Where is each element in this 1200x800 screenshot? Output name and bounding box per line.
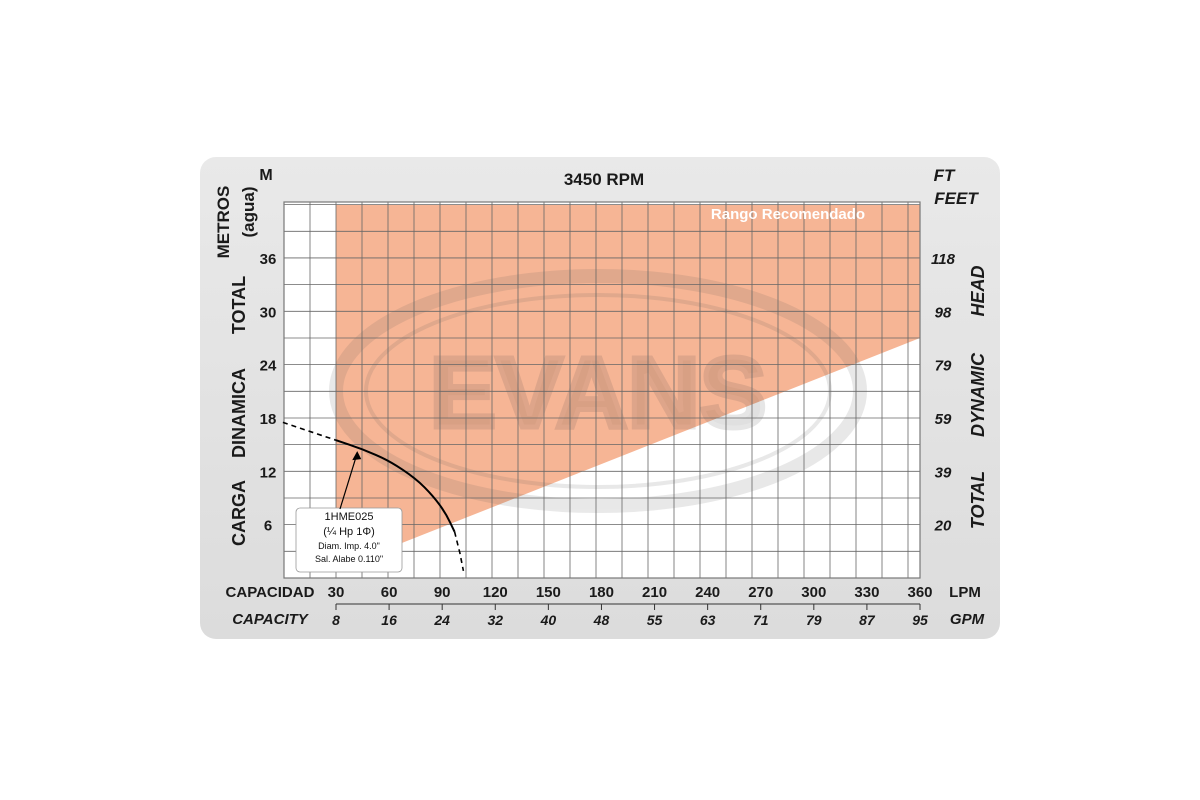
chart-title: 3450 RPM [564,170,644,189]
x-tick-label-lpm: 210 [642,584,667,601]
x-tick-label-lpm: 240 [695,584,720,601]
x-tick-label-lpm: 270 [748,584,773,601]
curve-operating-range [335,439,456,533]
x-tick-label-gpm: 87 [859,612,876,628]
right-axis-title: DYNAMIC [968,352,988,437]
x-tick-label-gpm: 63 [700,612,716,628]
left-axis-unit: METROS [214,186,233,259]
x-tick-label-lpm: 30 [328,584,345,601]
x-tick-label-gpm: 55 [647,612,663,628]
grid-lines [284,202,920,578]
y-tick-label-ft: 79 [935,358,952,375]
x-tick-label-lpm: 120 [483,584,508,601]
watermark-text: EVANS [429,337,766,449]
y-tick-label-ft: 118 [931,251,956,268]
y-tick-label-m: 18 [260,411,277,428]
x-tick-label-gpm: 24 [433,612,450,628]
annotation-arrowhead [352,451,362,461]
x-tick-label-gpm: 48 [593,612,610,628]
evans-logo-watermark: EVANS [329,269,867,513]
y-tick-label-m: 30 [260,304,277,321]
y-tick-label-ft: 98 [935,304,952,321]
annotation-line: 1HME025 [325,511,374,523]
annotation-box [295,507,403,573]
right-axis-title: TOTAL [968,471,988,529]
curve-extrapolation-left [282,421,337,441]
annotation-line: Diam. Imp. 4.0" [318,541,380,551]
x-tick-label-gpm: 32 [487,612,503,628]
x-tick-label-gpm: 8 [332,612,340,628]
x-tick-label-gpm: 95 [912,612,928,628]
x-tick-label-lpm: 180 [589,584,614,601]
x-tick-label-gpm: 16 [381,612,397,628]
y-tick-label-m: 36 [260,251,277,268]
chart-labels: Rango Recomendado 3450 RPM M FT FEET METROS (a… [214,166,988,628]
annotation-line: (¼ Hp 1Φ) [323,526,375,538]
x-tick-label-lpm: 90 [434,584,451,601]
x-tick-label-lpm: 300 [801,584,826,601]
x-unit-gpm: GPM [950,611,985,628]
x-tick-label-gpm: 79 [806,612,822,628]
right-unit-label: FT [934,166,956,185]
x-axis-label-en: CAPACITY [232,611,310,628]
curve-extrapolation-right [453,531,465,572]
left-axis-title: DINAMICA [229,368,249,458]
annotation-line: Sal. Alabe 0.110" [315,554,383,564]
x-tick-label-lpm: 330 [854,584,879,601]
x-tick-label-gpm: 71 [753,612,769,628]
left-axis-title: CARGA [229,480,249,546]
left-axis-unit: (agua) [239,187,258,238]
x-tick-label-lpm: 150 [536,584,561,601]
x-tick-label-lpm: 360 [907,584,932,601]
y-tick-label-ft: 39 [935,464,952,481]
y-tick-label-m: 24 [260,358,277,375]
performance-curve [282,421,465,572]
annotation-arrow [339,452,358,510]
y-tick-label-ft: 20 [934,518,952,535]
x-tick-label-gpm: 40 [540,612,557,628]
model-annotation: 1HME025 (¼ Hp 1Φ) Diam. Imp. 4.0" Sal. Alab… [295,451,403,573]
x-axis-label-es: CAPACIDAD [226,584,315,601]
y-tick-label-ft: 59 [935,411,952,428]
left-unit-label: M [259,167,272,184]
right-unit-label: FEET [934,189,979,208]
recommended-range-label: Rango Recomendado [711,206,865,223]
y-tick-label-m: 6 [264,518,272,535]
x-tick-label-lpm: 60 [381,584,398,601]
recommended-range [336,204,920,570]
y-tick-label-m: 12 [260,464,277,481]
right-axis-title: HEAD [968,265,988,316]
x-unit-lpm: LPM [949,584,981,601]
left-axis-title: TOTAL [229,276,249,334]
plot-border [283,201,921,579]
